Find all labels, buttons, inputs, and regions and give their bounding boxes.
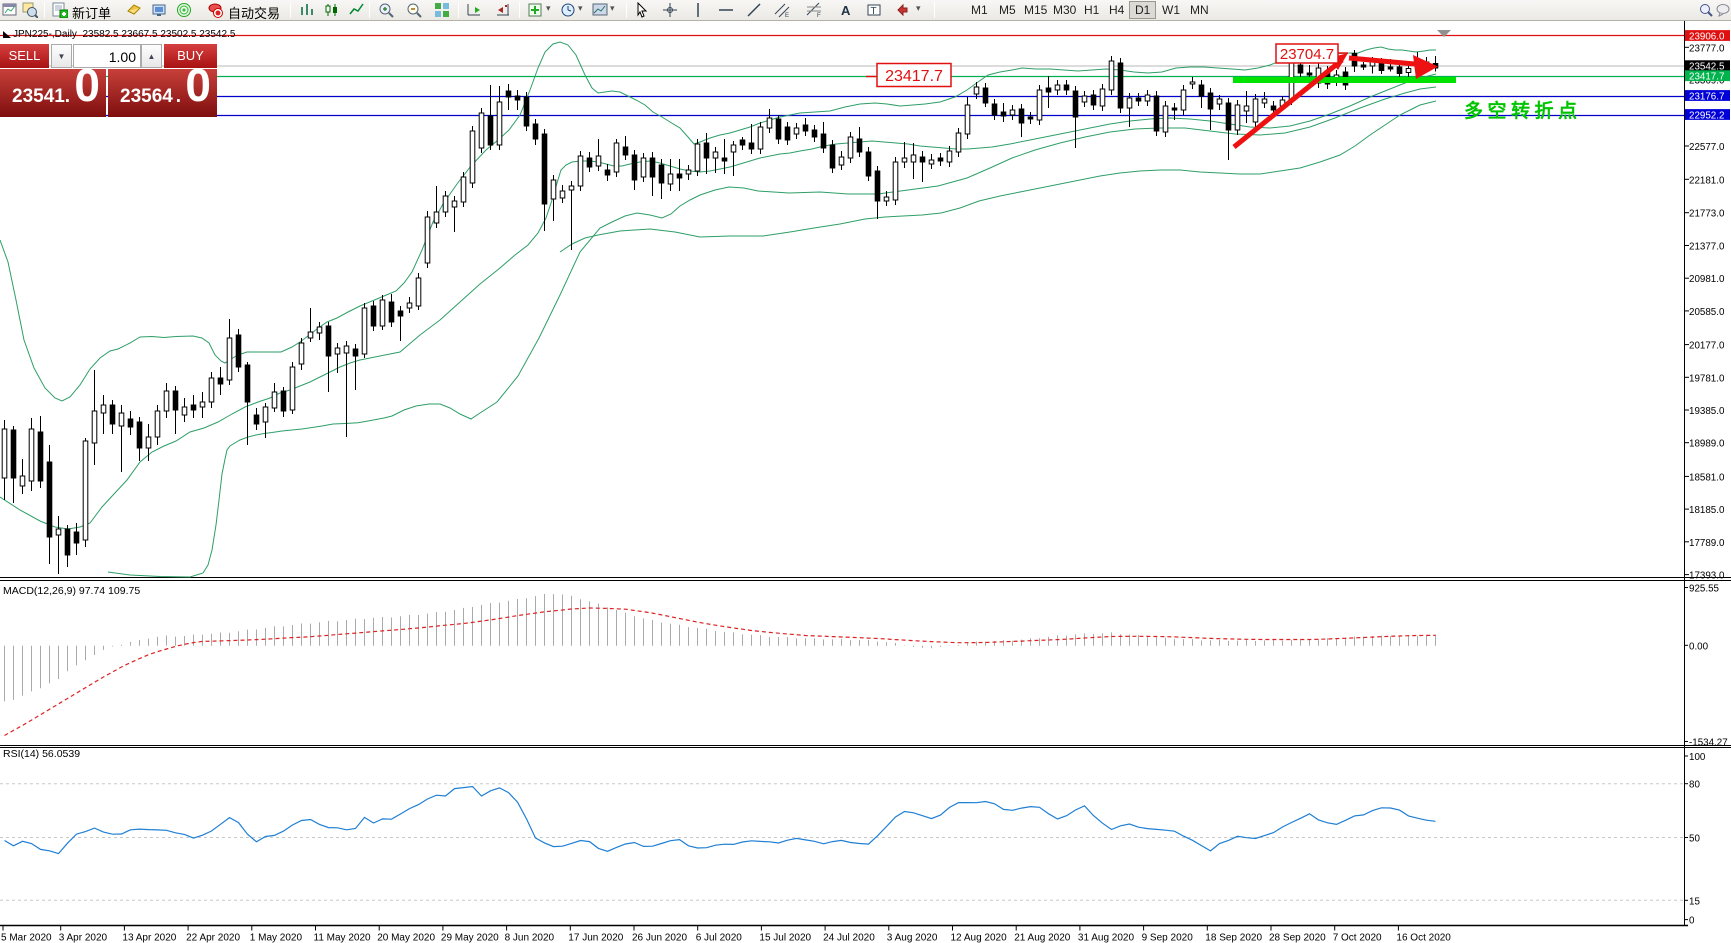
svg-text:18185.0: 18185.0 xyxy=(1689,505,1725,516)
svg-text:20981.0: 20981.0 xyxy=(1689,274,1725,285)
svg-text:22952.2: 22952.2 xyxy=(1689,110,1724,121)
svg-text:17393.0: 17393.0 xyxy=(1689,571,1725,582)
svg-text:12 Aug 2020: 12 Aug 2020 xyxy=(951,933,1008,943)
svg-text:21 Aug 2020: 21 Aug 2020 xyxy=(1014,933,1071,943)
svg-text:21773.0: 21773.0 xyxy=(1689,209,1725,220)
svg-text:JPN225-,Daily 23582.5 23667.5: JPN225-,Daily 23582.5 23667.5 23502.5 23… xyxy=(13,29,236,40)
svg-text:19781.0: 19781.0 xyxy=(1689,373,1725,384)
svg-text:23542.5: 23542.5 xyxy=(1689,62,1725,73)
svg-text:13 Apr 2020: 13 Apr 2020 xyxy=(122,933,176,943)
svg-text:18 Sep 2020: 18 Sep 2020 xyxy=(1205,933,1262,943)
svg-text:3 Apr 2020: 3 Apr 2020 xyxy=(59,933,108,943)
svg-text:15: 15 xyxy=(1689,896,1700,907)
svg-text:0: 0 xyxy=(1689,916,1695,927)
svg-text:18989.0: 18989.0 xyxy=(1689,439,1725,450)
svg-text:多空转折点: 多空转折点 xyxy=(1464,99,1582,122)
svg-text:1 May 2020: 1 May 2020 xyxy=(250,933,303,943)
svg-text:26 Jun 2020: 26 Jun 2020 xyxy=(632,933,687,943)
svg-text:925.55: 925.55 xyxy=(1689,584,1720,595)
svg-text:20 May 2020: 20 May 2020 xyxy=(377,933,435,943)
svg-text:A: A xyxy=(841,3,851,18)
svg-text:80: 80 xyxy=(1689,780,1700,791)
svg-text:19385.0: 19385.0 xyxy=(1689,406,1725,417)
svg-text:21377.0: 21377.0 xyxy=(1689,242,1725,253)
svg-text:20585.0: 20585.0 xyxy=(1689,307,1725,318)
svg-text:20177.0: 20177.0 xyxy=(1689,341,1725,352)
svg-text:16 Oct 2020: 16 Oct 2020 xyxy=(1396,933,1451,943)
svg-text:31 Aug 2020: 31 Aug 2020 xyxy=(1078,933,1135,943)
svg-text:3 Aug 2020: 3 Aug 2020 xyxy=(887,933,938,943)
svg-text:23704.7: 23704.7 xyxy=(1280,46,1334,63)
svg-text:MACD(12,26,9) 97.74 109.75: MACD(12,26,9) 97.74 109.75 xyxy=(3,585,140,597)
svg-text:15 Jul 2020: 15 Jul 2020 xyxy=(759,933,811,943)
svg-text:8 Jun 2020: 8 Jun 2020 xyxy=(505,933,555,943)
svg-text:29 May 2020: 29 May 2020 xyxy=(441,933,499,943)
svg-text:11 May 2020: 11 May 2020 xyxy=(314,933,372,943)
svg-text:24 Jul 2020: 24 Jul 2020 xyxy=(823,933,875,943)
svg-text:23906.0: 23906.0 xyxy=(1689,31,1725,42)
svg-text:-1534.27: -1534.27 xyxy=(1689,738,1728,749)
svg-text:6 Jul 2020: 6 Jul 2020 xyxy=(696,933,743,943)
svg-text:17789.0: 17789.0 xyxy=(1689,538,1725,549)
svg-text:22 Apr 2020: 22 Apr 2020 xyxy=(186,933,240,943)
svg-text:0.00: 0.00 xyxy=(1689,641,1709,652)
svg-text:18581.0: 18581.0 xyxy=(1689,472,1725,483)
svg-text:9 Sep 2020: 9 Sep 2020 xyxy=(1142,933,1194,943)
svg-text:23777.0: 23777.0 xyxy=(1689,43,1725,54)
svg-text:7 Oct 2020: 7 Oct 2020 xyxy=(1333,933,1382,943)
svg-text:RSI(14) 56.0539: RSI(14) 56.0539 xyxy=(3,748,80,760)
svg-text:22577.0: 22577.0 xyxy=(1689,142,1725,153)
svg-text:F: F xyxy=(817,13,821,18)
svg-text:17 Jun 2020: 17 Jun 2020 xyxy=(568,933,623,943)
svg-text:28 Sep 2020: 28 Sep 2020 xyxy=(1269,933,1326,943)
svg-text:5 Mar 2020: 5 Mar 2020 xyxy=(1,933,52,943)
svg-text:E: E xyxy=(785,13,789,18)
svg-text:22181.0: 22181.0 xyxy=(1689,175,1725,186)
svg-text:23417.7: 23417.7 xyxy=(1689,72,1724,83)
svg-text:100: 100 xyxy=(1689,752,1706,763)
svg-text:23417.7: 23417.7 xyxy=(885,68,943,85)
svg-text:50: 50 xyxy=(1689,834,1700,845)
svg-text:T: T xyxy=(871,6,877,17)
svg-text:23176.7: 23176.7 xyxy=(1689,91,1724,102)
